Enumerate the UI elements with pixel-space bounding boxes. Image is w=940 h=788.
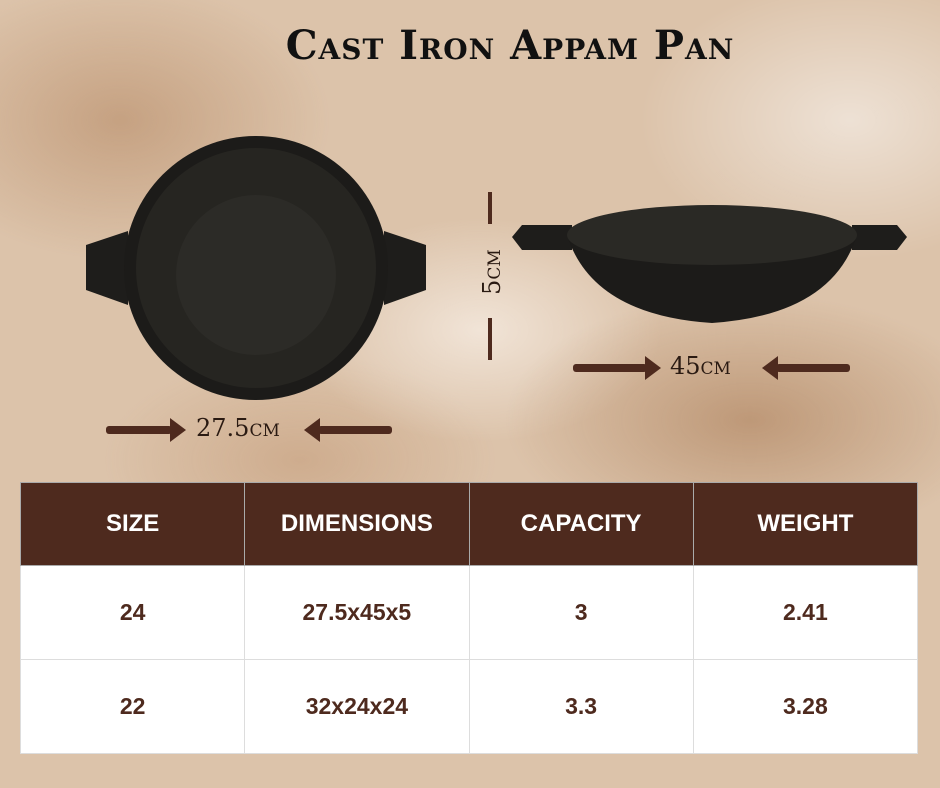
top-width-arrow-right [304, 418, 392, 442]
top-width-arrow-left [106, 418, 186, 442]
cell-weight: 3.28 [692, 659, 919, 754]
header-size: SIZE [19, 482, 246, 566]
side-width-arrow-right [762, 356, 850, 380]
height-arrow-bottom [488, 318, 492, 360]
cell-dimensions: 27.5x45x5 [244, 565, 470, 660]
pan-top-view-image [86, 136, 426, 400]
specs-table: SIZE DIMENSIONS CAPACITY WEIGHT 24 27.5x… [19, 482, 919, 754]
table-header-row: SIZE DIMENSIONS CAPACITY WEIGHT [19, 482, 919, 566]
cell-capacity: 3.3 [468, 659, 694, 754]
height-arrow-top [488, 192, 492, 224]
header-dimensions: DIMENSIONS [244, 482, 470, 566]
height-label: 5cm [478, 249, 506, 295]
table-row: 24 27.5x45x5 3 2.41 [19, 565, 919, 660]
top-width-label: 27.5cm [196, 414, 280, 442]
side-width-label: 45cm [670, 352, 731, 380]
cell-capacity: 3 [468, 565, 694, 660]
side-width-arrow-left [573, 356, 661, 380]
cell-weight: 2.41 [692, 565, 919, 660]
cell-dimensions: 32x24x24 [244, 659, 470, 754]
pan-side-view-image [512, 205, 907, 323]
header-weight: WEIGHT [692, 482, 919, 566]
cell-size: 24 [19, 565, 246, 660]
header-capacity: CAPACITY [468, 482, 694, 566]
cell-size: 22 [19, 659, 246, 754]
table-row: 22 32x24x24 3.3 3.28 [19, 659, 919, 754]
page-title: Cast Iron Appam Pan [285, 22, 735, 69]
